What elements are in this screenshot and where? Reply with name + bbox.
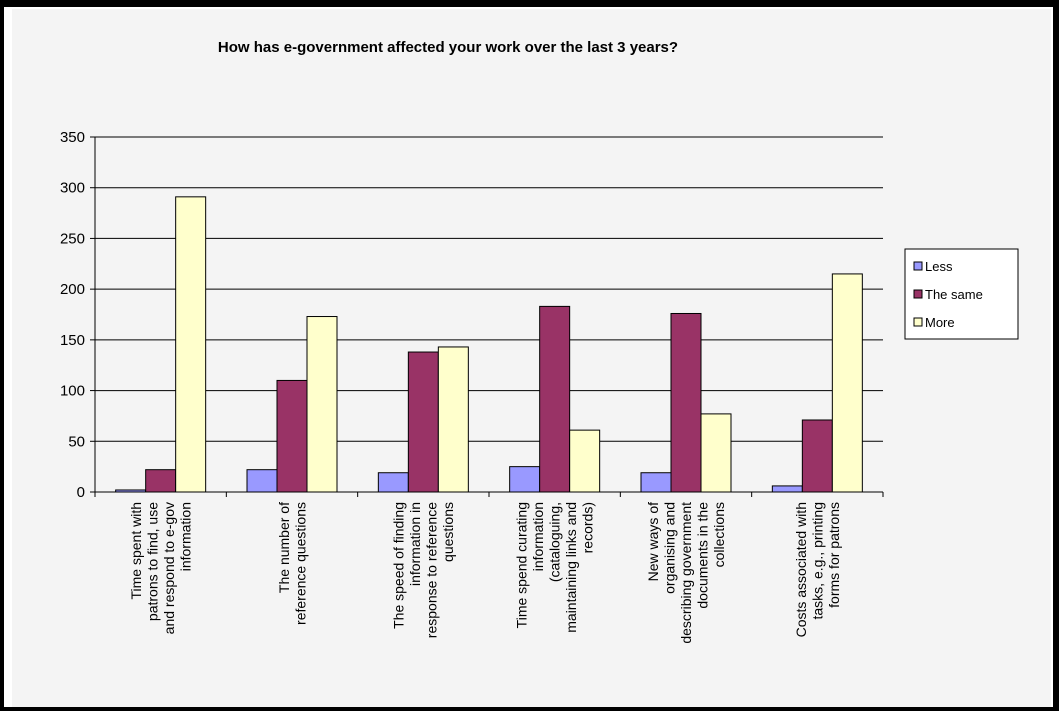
bar — [175, 196, 207, 493]
bar — [801, 419, 833, 493]
legend: Less The same More — [904, 248, 1019, 340]
axes: 0 50 100 150 200 250 300 350 — [60, 129, 884, 501]
category-label-line: maintaining links and — [563, 502, 579, 633]
legend-swatch — [913, 261, 923, 271]
category-label-line: organising and — [662, 502, 678, 594]
legend-swatch — [913, 289, 923, 299]
y-tick-label: 300 — [60, 180, 85, 197]
bar — [831, 273, 863, 493]
bar — [539, 305, 571, 493]
bar — [306, 316, 338, 493]
y-tick-label: 100 — [60, 383, 85, 400]
bar — [437, 346, 469, 493]
category-label-line: The number of — [276, 502, 292, 593]
bar — [407, 351, 439, 493]
category-label-line: information in — [407, 502, 423, 586]
category-label-line: patrons to find, use — [144, 502, 160, 621]
category-label: Time spent withpatrons to find, useand r… — [128, 502, 194, 635]
category-label: The speed of findinginformation inrespon… — [391, 502, 457, 638]
category-label-line: reference questions — [292, 502, 308, 625]
category-label: The number ofreference questions — [276, 502, 309, 625]
legend-label: More — [925, 315, 955, 330]
category-label-line: and respond to e-gov — [161, 502, 177, 634]
bar — [246, 469, 278, 493]
category-label-line: response to reference — [424, 502, 440, 638]
category-label-line: describing government — [678, 502, 694, 644]
y-tick-label: 0 — [77, 484, 85, 501]
category-label-line: documents in the — [695, 502, 711, 609]
bars — [115, 196, 863, 493]
category-label: Costs associated withtasks, e.g., printi… — [793, 502, 842, 637]
category-label: Time spend curatinginformation(catalogui… — [514, 502, 596, 633]
y-tick-label: 350 — [60, 129, 85, 146]
category-label-line: Time spent with — [128, 502, 144, 600]
bar — [670, 312, 702, 493]
category-label-line: tasks, e.g., printing — [809, 502, 825, 620]
category-label-line: records) — [580, 502, 596, 553]
category-label-line: questions — [440, 502, 456, 562]
category-label-line: Costs associated with — [793, 502, 809, 637]
bar — [276, 379, 308, 493]
bar — [145, 469, 177, 493]
category-label-line: (cataloguing, — [547, 502, 563, 582]
category-label-line: The speed of finding — [391, 502, 407, 629]
category-label-line: forms for patrons — [826, 502, 842, 608]
y-tick-label: 50 — [68, 433, 85, 450]
y-tick-label: 200 — [60, 281, 85, 298]
bar — [640, 472, 672, 493]
legend-label: The same — [925, 287, 983, 302]
category-label-line: information — [177, 502, 193, 571]
y-tick-label: 150 — [60, 332, 85, 349]
category-label-line: New ways of — [645, 502, 661, 581]
bar — [771, 485, 803, 493]
y-tick-label: 250 — [60, 230, 85, 247]
bar — [700, 413, 732, 493]
gridlines — [95, 136, 883, 442]
bar — [509, 466, 541, 493]
chart-title: How has e-government affected your work … — [218, 39, 678, 56]
category-label-line: information — [530, 502, 546, 571]
category-label: New ways oforganising anddescribing gove… — [645, 502, 727, 644]
legend-swatch — [913, 317, 923, 327]
bar — [569, 429, 601, 493]
bar — [377, 472, 409, 493]
category-label-line: collections — [711, 502, 727, 567]
category-label-line: Time spend curating — [514, 502, 530, 628]
legend-label: Less — [925, 259, 953, 274]
category-labels: Time spent withpatrons to find, useand r… — [128, 502, 842, 644]
legend-box — [904, 248, 1019, 340]
